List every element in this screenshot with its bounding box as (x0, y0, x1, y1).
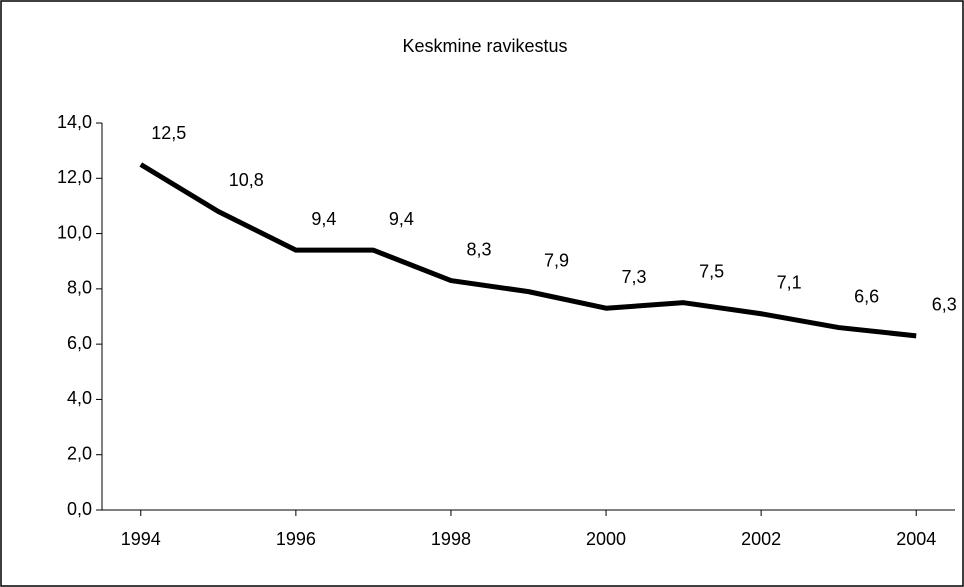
data-label: 9,4 (311, 209, 336, 229)
data-label: 7,3 (622, 267, 647, 287)
y-tick-label: 0,0 (67, 499, 92, 519)
data-label: 10,8 (229, 170, 264, 190)
data-label: 7,1 (777, 272, 802, 292)
x-tick-label: 1994 (121, 529, 161, 549)
data-label: 6,6 (854, 286, 879, 306)
x-tick-label: 1998 (431, 529, 471, 549)
x-tick-label: 2000 (586, 529, 626, 549)
chart-title: Keskmine ravikestus (402, 36, 567, 56)
data-label: 12,5 (151, 123, 186, 143)
data-label: 8,3 (466, 239, 491, 259)
x-tick-label: 1996 (276, 529, 316, 549)
y-tick-label: 12,0 (57, 167, 92, 187)
y-tick-label: 2,0 (67, 443, 92, 463)
y-tick-label: 4,0 (67, 388, 92, 408)
line (139, 162, 917, 339)
data-label: 6,3 (932, 295, 957, 315)
x-tick-label: 2004 (896, 529, 936, 549)
data-label: 9,4 (389, 209, 414, 229)
y-tick-label: 14,0 (57, 112, 92, 132)
x-tick-label: 2002 (741, 529, 781, 549)
y-tick-label: 6,0 (67, 333, 92, 353)
data-label: 7,9 (544, 250, 569, 270)
data-label: 7,5 (699, 261, 724, 281)
y-tick-label: 8,0 (67, 278, 92, 298)
y-tick-label: 10,0 (57, 222, 92, 242)
